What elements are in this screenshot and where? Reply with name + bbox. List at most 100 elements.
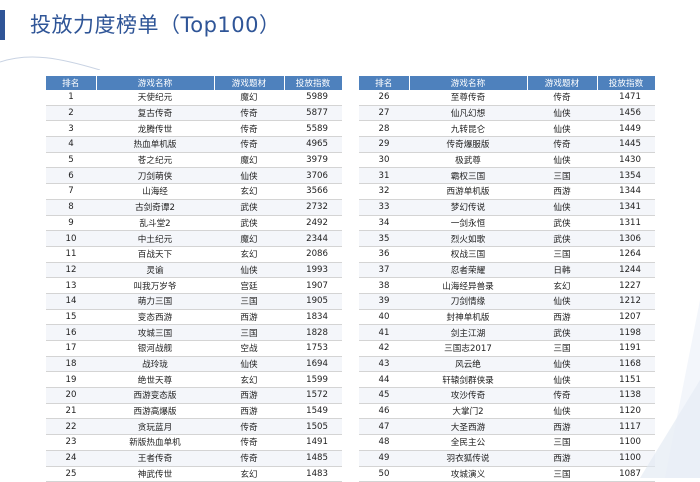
rank-cell: 10 <box>46 230 96 247</box>
rank-cell: 14 <box>46 293 96 310</box>
genre-cell: 仙侠 <box>527 199 597 216</box>
game-name-cell: 古剑奇谭2 <box>96 199 214 216</box>
ad-index-cell: 1993 <box>284 262 342 279</box>
ad-index-cell: 1138 <box>597 387 655 404</box>
rank-cell: 38 <box>359 277 409 294</box>
ad-index-cell: 2344 <box>284 230 342 247</box>
genre-cell: 魔幻 <box>214 230 284 247</box>
game-name-cell: 萌力三国 <box>96 293 214 310</box>
ad-index-cell: 1572 <box>284 387 342 404</box>
rank-cell: 28 <box>359 120 409 138</box>
genre-cell: 传奇 <box>214 120 284 138</box>
genre-cell: 仙侠 <box>214 356 284 373</box>
rank-cell: 29 <box>359 136 409 153</box>
table-row: 49 羽衣狐传说 西游 1100 <box>359 450 655 467</box>
genre-cell: 三国 <box>527 434 597 451</box>
table-row: 30 极武尊 仙侠 1430 <box>359 152 655 169</box>
game-name-cell: 九转昆仑 <box>409 120 527 138</box>
rank-cell: 13 <box>46 277 96 294</box>
ranking-table-left: 排名 游戏名称 游戏题材 投放指数 1 天使纪元 魔幻 5989 2 复古传奇 传奇 5877… <box>46 76 343 482</box>
rank-cell: 26 <box>359 90 409 106</box>
genre-cell: 传奇 <box>214 105 284 122</box>
rank-cell: 20 <box>46 387 96 404</box>
game-name-cell: 三国志2017 <box>409 340 527 357</box>
genre-cell: 日韩 <box>527 262 597 279</box>
rank-cell: 22 <box>46 418 96 436</box>
rank-cell: 47 <box>359 418 409 436</box>
ad-index-cell: 1306 <box>597 230 655 247</box>
rank-cell: 7 <box>46 183 96 200</box>
game-name-cell: 战玲珑 <box>96 356 214 373</box>
ad-index-cell: 1212 <box>597 293 655 310</box>
genre-cell: 宫廷 <box>214 277 284 294</box>
table-row: 28 九转昆仑 仙侠 1449 <box>359 120 655 138</box>
genre-cell: 传奇 <box>527 387 597 404</box>
ad-index-cell: 1264 <box>597 246 655 263</box>
genre-cell: 仙侠 <box>527 152 597 169</box>
table-row: 27 仙凡幻想 仙侠 1456 <box>359 105 655 122</box>
genre-cell: 武侠 <box>214 199 284 216</box>
header-game-name: 游戏名称 <box>409 76 528 90</box>
genre-cell: 武侠 <box>527 215 597 232</box>
ad-index-cell: 1828 <box>284 324 342 341</box>
genre-cell: 武侠 <box>527 324 597 341</box>
game-name-cell: 叫我万岁爷 <box>96 277 214 294</box>
game-name-cell: 风云绝 <box>409 356 527 373</box>
genre-cell: 西游 <box>527 418 597 436</box>
game-name-cell: 银河战舰 <box>96 340 214 357</box>
table-row: 10 中土纪元 魔幻 2344 <box>46 230 342 247</box>
table-row: 9 乱斗堂2 武侠 2492 <box>46 215 342 232</box>
rank-cell: 43 <box>359 356 409 373</box>
rank-cell: 36 <box>359 246 409 263</box>
table-row: 42 三国志2017 三国 1191 <box>359 340 655 357</box>
genre-cell: 传奇 <box>527 90 597 106</box>
game-name-cell: 攻城三国 <box>96 324 214 341</box>
game-name-cell: 攻城演义 <box>409 466 527 482</box>
ad-index-cell: 5989 <box>284 90 342 106</box>
ad-index-cell: 1907 <box>284 277 342 294</box>
table-row: 46 大掌门2 仙侠 1120 <box>359 403 655 420</box>
table-row: 1 天使纪元 魔幻 5989 <box>46 90 342 106</box>
genre-cell: 仙侠 <box>527 356 597 373</box>
table-row: 34 一剑永恒 武侠 1311 <box>359 215 655 232</box>
table-row: 35 烈火如歌 武侠 1306 <box>359 230 655 247</box>
ad-index-cell: 5589 <box>284 120 342 138</box>
ad-index-cell: 1485 <box>284 450 342 467</box>
ad-index-cell: 1344 <box>597 183 655 200</box>
game-name-cell: 一剑永恒 <box>409 215 527 232</box>
game-name-cell: 轩辕剑群侠录 <box>409 371 527 389</box>
header-genre: 游戏题材 <box>527 76 598 90</box>
game-name-cell: 刀剑情缘 <box>409 293 527 310</box>
table-row: 15 变态西游 西游 1834 <box>46 309 342 326</box>
ad-index-cell: 1694 <box>284 356 342 373</box>
genre-cell: 传奇 <box>214 434 284 451</box>
game-name-cell: 乱斗堂2 <box>96 215 214 232</box>
table-row: 41 剑主江湖 武侠 1198 <box>359 324 655 341</box>
genre-cell: 魔幻 <box>214 90 284 106</box>
genre-cell: 西游 <box>527 183 597 200</box>
ad-index-cell: 1191 <box>597 340 655 357</box>
ad-index-cell: 1445 <box>597 136 655 153</box>
ad-index-cell: 1354 <box>597 167 655 185</box>
genre-cell: 魔幻 <box>214 152 284 169</box>
game-name-cell: 大掌门2 <box>409 403 527 420</box>
table-row: 44 轩辕剑群侠录 仙侠 1151 <box>359 371 655 389</box>
game-name-cell: 百战天下 <box>96 246 214 263</box>
ad-index-cell: 1491 <box>284 434 342 451</box>
ad-index-cell: 1151 <box>597 371 655 389</box>
table-row: 6 刀剑萌侠 仙侠 3706 <box>46 167 342 185</box>
ad-index-cell: 1834 <box>284 309 342 326</box>
header-game-name: 游戏名称 <box>96 76 215 90</box>
table-row: 19 绝世天尊 玄幻 1599 <box>46 371 342 389</box>
rank-cell: 17 <box>46 340 96 357</box>
table-row: 22 贪玩蓝月 传奇 1505 <box>46 418 342 436</box>
genre-cell: 空战 <box>214 340 284 357</box>
table-row: 33 梦幻传说 仙侠 1341 <box>359 199 655 216</box>
ad-index-cell: 3706 <box>284 167 342 185</box>
table-row: 8 古剑奇谭2 武侠 2732 <box>46 199 342 216</box>
rank-cell: 18 <box>46 356 96 373</box>
table-row: 23 新版热血单机 传奇 1491 <box>46 434 342 451</box>
header-rank: 排名 <box>46 76 97 90</box>
game-name-cell: 中土纪元 <box>96 230 214 247</box>
game-name-cell: 权战三国 <box>409 246 527 263</box>
